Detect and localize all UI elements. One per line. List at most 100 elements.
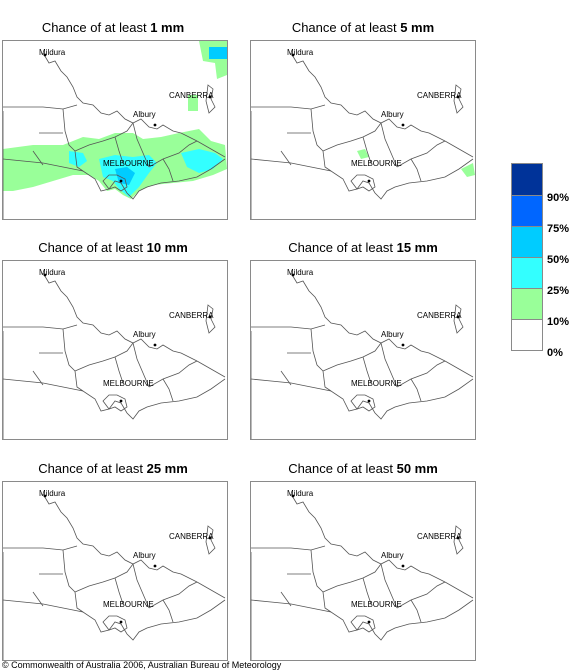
- boundary-line: [42, 52, 198, 142]
- legend-swatch-90: [512, 164, 542, 195]
- rain-area-25pct: [181, 149, 223, 173]
- boundary-line: [362, 136, 372, 164]
- city-dot-canberra: [208, 95, 212, 99]
- boundary-line: [32, 150, 44, 166]
- panel-title-50mm: Chance of at least 50 mm: [250, 461, 476, 476]
- city-dot-canberra: [208, 536, 212, 540]
- rain-area-10pct: [357, 149, 369, 159]
- boundary-line: [322, 150, 332, 172]
- city-label-canberra: CANBERRA: [169, 532, 214, 541]
- boundary-line: [380, 122, 398, 168]
- boundary-line: [114, 577, 124, 605]
- boundary-line: [162, 599, 174, 623]
- boundary-line: [322, 342, 382, 372]
- boundary-line: [3, 104, 78, 110]
- map-panel-50mm: Mildura CANBERRA Albury MELBOURNE: [250, 481, 476, 661]
- boundary-line: [322, 591, 332, 613]
- boundary-line: [453, 525, 464, 555]
- map-panel-25mm: Mildura CANBERRA Albury MELBOURNE: [2, 481, 228, 661]
- boundary-line: [251, 378, 474, 420]
- city-label-canberra: CANBERRA: [417, 311, 462, 320]
- city-dot-canberra: [456, 95, 460, 99]
- boundary-line: [132, 563, 150, 609]
- city-dot-mildura: [291, 273, 295, 277]
- legend-swatch-50: [512, 226, 542, 257]
- city-dot-melbourne: [367, 179, 371, 183]
- legend-swatch-25: [512, 257, 542, 288]
- boundary-line: [396, 360, 446, 388]
- map-panel-10mm: Mildura CANBERRA Albury MELBOURNE: [2, 260, 228, 440]
- boundary-line: [132, 342, 150, 388]
- boundary-line: [280, 591, 292, 607]
- boundary-line: [205, 304, 216, 334]
- city-dot-mildura: [43, 273, 47, 277]
- city-label-canberra: CANBERRA: [417, 91, 462, 100]
- city-label-albury: Albury: [133, 110, 156, 119]
- city-label-mildura: Mildura: [39, 489, 66, 498]
- city-dot-albury: [153, 564, 157, 568]
- city-label-mildura: Mildura: [287, 489, 314, 498]
- title-prefix: Chance of at least: [38, 461, 147, 476]
- boundary-line: [3, 545, 78, 551]
- boundary-line: [380, 563, 398, 609]
- boundary-line: [350, 174, 376, 192]
- city-dot-melbourne: [367, 399, 371, 403]
- legend-swatch-10: [512, 288, 542, 319]
- boundary-line: [162, 378, 174, 402]
- boundary-line: [32, 591, 44, 607]
- boundary-line: [102, 615, 128, 633]
- boundary-line: [396, 140, 446, 168]
- boundary-line: [42, 493, 198, 583]
- city-label-canberra: CANBERRA: [169, 311, 214, 320]
- city-dot-melbourne: [119, 620, 123, 624]
- panel-title-10mm: Chance of at least 10 mm: [0, 240, 226, 255]
- city-dot-canberra: [456, 315, 460, 319]
- title-amount: 5 mm: [400, 20, 435, 35]
- city-dot-albury: [401, 564, 405, 568]
- boundary-line: [362, 356, 372, 384]
- legend-label-75: 75%: [547, 223, 570, 235]
- map-panel-1mm: Mildura CANBERRA Albury MELBOURNE: [2, 40, 228, 220]
- boundary-line: [42, 272, 198, 362]
- city-dot-albury: [401, 123, 405, 127]
- boundary-line: [453, 84, 464, 114]
- boundary-line: [280, 370, 292, 386]
- boundary-line: [114, 356, 124, 384]
- city-label-mildura: Mildura: [287, 48, 314, 57]
- boundary-line: [148, 581, 198, 609]
- boundary-line: [444, 581, 474, 599]
- boundary-line: [74, 591, 84, 613]
- boundary-line: [251, 104, 326, 110]
- title-prefix: Chance of at least: [291, 20, 401, 35]
- boundary-line: [362, 577, 372, 605]
- boundary-line: [310, 549, 324, 593]
- boundary-line: [3, 599, 226, 641]
- city-dot-canberra: [208, 315, 212, 319]
- city-label-melbourne: MELBOURNE: [103, 600, 154, 609]
- copyright-notice: © Commonwealth of Australia 2006, Austra…: [2, 660, 282, 670]
- boundary-line: [322, 370, 332, 392]
- boundary-line: [74, 563, 134, 593]
- boundary-line: [132, 122, 150, 168]
- city-label-canberra: CANBERRA: [417, 532, 462, 541]
- boundary-line: [251, 324, 326, 330]
- boundary-line: [396, 581, 446, 609]
- legend-label-0: 0%: [547, 347, 563, 359]
- boundary-line: [453, 304, 464, 334]
- map-panel-5mm: Mildura CANBERRA Albury MELBOURNE: [250, 40, 476, 220]
- panel-title-15mm: Chance of at least 15 mm: [250, 240, 476, 255]
- city-dot-albury: [153, 343, 157, 347]
- city-label-melbourne: MELBOURNE: [351, 379, 402, 388]
- legend-label-90: 90%: [547, 192, 570, 204]
- boundary-line: [444, 140, 474, 158]
- city-label-albury: Albury: [133, 330, 156, 339]
- boundary-line: [62, 549, 76, 593]
- city-dot-mildura: [291, 53, 295, 57]
- rain-area-25pct: [69, 151, 87, 167]
- city-dot-melbourne: [119, 399, 123, 403]
- boundary-line: [196, 360, 226, 378]
- rain-area-10pct: [461, 163, 475, 177]
- city-label-albury: Albury: [381, 110, 404, 119]
- boundary-line: [196, 581, 226, 599]
- boundary-line: [290, 52, 446, 142]
